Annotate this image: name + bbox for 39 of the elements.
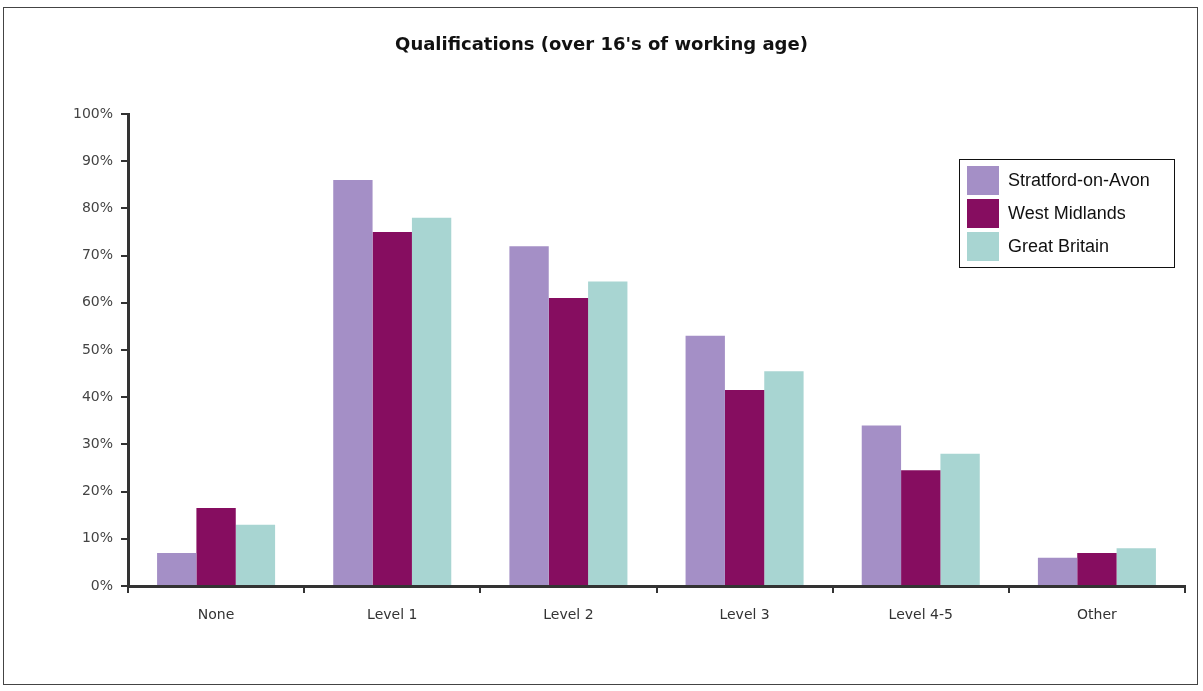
bar xyxy=(411,217,452,585)
bar xyxy=(685,335,725,585)
y-tick-label: 50% xyxy=(81,340,113,357)
bar xyxy=(509,246,549,585)
bar xyxy=(196,508,236,585)
bar xyxy=(901,470,941,585)
bar xyxy=(235,524,276,585)
bar xyxy=(157,552,197,585)
y-tick-label: 0% xyxy=(90,576,113,593)
x-tick-label: Level 2 xyxy=(543,606,594,623)
legend-label: West Midlands xyxy=(1008,203,1126,224)
y-tick-label: 100% xyxy=(72,104,113,121)
bar xyxy=(1077,552,1117,585)
y-tick-label: 90% xyxy=(81,151,113,168)
x-tick-label: None xyxy=(197,606,235,623)
y-tick-label: 20% xyxy=(81,482,113,499)
bar xyxy=(372,232,412,585)
y-tick-label: 80% xyxy=(81,199,113,216)
y-tick-label: 70% xyxy=(81,246,113,263)
legend-label: Great Britain xyxy=(1008,236,1110,257)
bar xyxy=(1116,548,1156,585)
y-tick-label: 60% xyxy=(81,293,113,310)
y-tick-label: 40% xyxy=(81,387,113,404)
chart-title: Qualifications (over 16's of working age) xyxy=(394,33,809,54)
bar xyxy=(724,390,765,585)
bar xyxy=(333,180,373,585)
x-tick-label: Level 1 xyxy=(367,606,418,623)
x-tick-label: Other xyxy=(1077,606,1118,623)
bar xyxy=(940,453,980,585)
bar xyxy=(588,281,628,585)
bar xyxy=(764,371,804,585)
bar xyxy=(548,298,589,585)
y-tick-label: 10% xyxy=(81,529,113,546)
legend-label: Stratford-on-Avon xyxy=(1008,170,1150,191)
bar xyxy=(861,425,902,585)
x-tick-label: Level 3 xyxy=(719,606,770,623)
bar xyxy=(1037,557,1078,585)
x-tick-label: Level 4-5 xyxy=(888,606,953,623)
y-tick-label: 30% xyxy=(81,435,113,452)
